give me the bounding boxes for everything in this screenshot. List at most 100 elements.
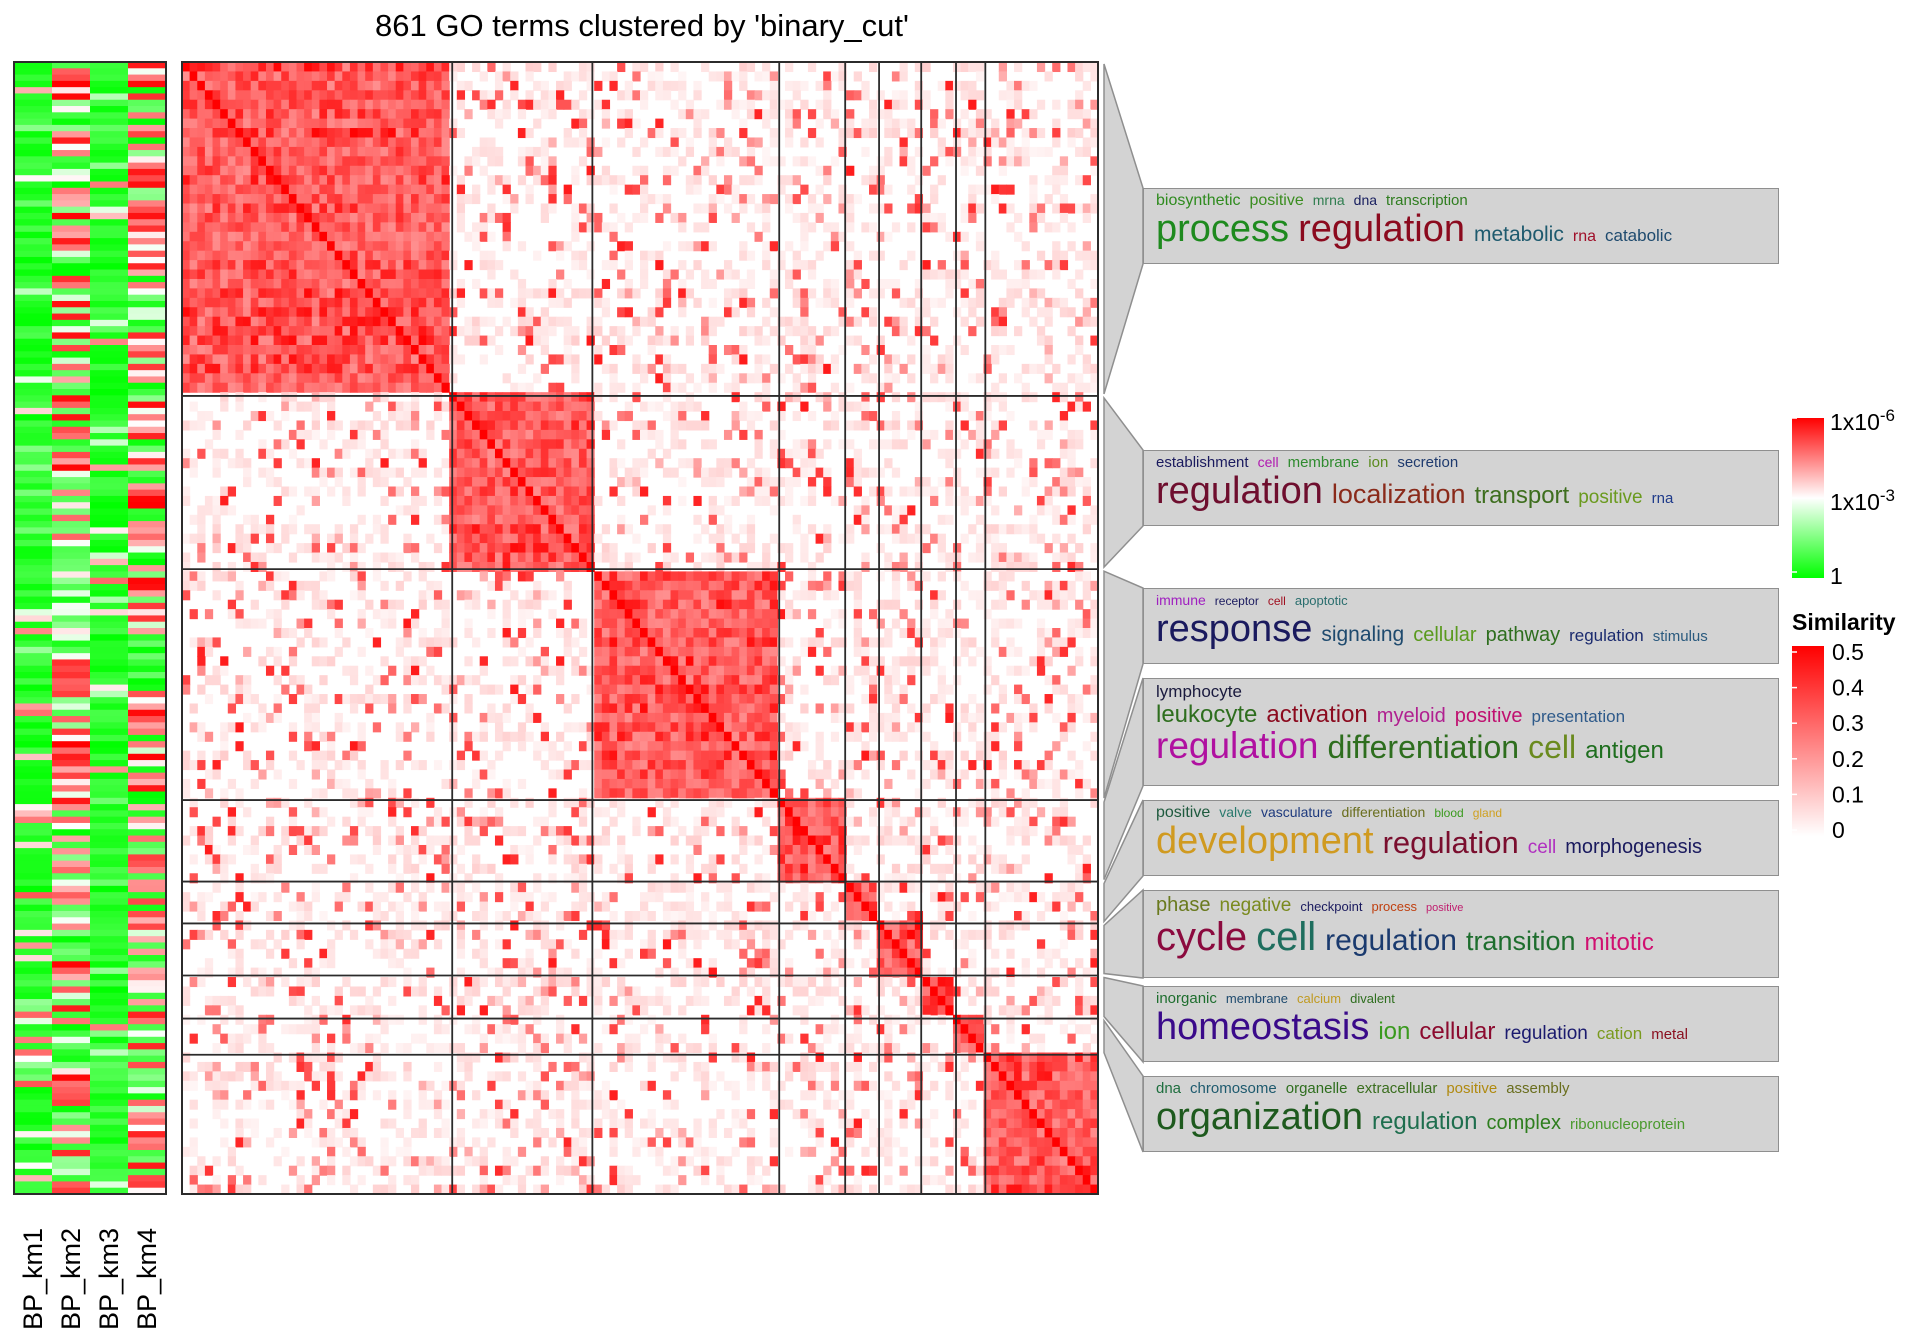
heatmap-cell [754, 561, 763, 572]
heatmap-cell [479, 222, 488, 233]
heatmap-cell [380, 552, 389, 563]
heatmap-cell [204, 495, 214, 506]
heatmap-cell [930, 269, 939, 280]
heatmap-cell [624, 467, 633, 478]
heatmap-cell [617, 90, 626, 101]
heatmap-cell [815, 203, 824, 214]
annotation-cell [14, 992, 53, 1000]
heatmap-cell [853, 514, 862, 525]
heatmap-cell [349, 175, 359, 186]
heatmap-cell [754, 495, 763, 506]
heatmap-cell [609, 458, 618, 469]
heatmap-cell [853, 420, 862, 431]
heatmap-cell [640, 203, 649, 214]
annotation-cell [128, 948, 167, 956]
heatmap-cell [1082, 260, 1091, 271]
heatmap-cell [1075, 109, 1084, 120]
annotation-cell [14, 1112, 53, 1120]
heatmap-cell [311, 212, 320, 223]
annotation-cell [90, 521, 129, 528]
heatmap-cell [265, 118, 275, 129]
heatmap-cell [311, 156, 320, 167]
heatmap-cell [800, 184, 809, 195]
annotation-cell [128, 684, 167, 692]
heatmap-cell [945, 269, 954, 280]
heatmap-cell [304, 260, 313, 271]
heatmap-cell [1052, 241, 1061, 252]
heatmap-cell [662, 175, 672, 186]
heatmap-cell [952, 429, 962, 440]
heatmap-cell [319, 175, 328, 186]
annotation-cell [90, 967, 129, 975]
heatmap-cell [792, 250, 801, 261]
heatmap-cell [922, 90, 931, 101]
heatmap-cell [785, 486, 794, 497]
heatmap-cell [235, 80, 244, 91]
heatmap-cell [952, 495, 962, 506]
annotation-cell [14, 678, 53, 686]
heatmap-cell [319, 231, 328, 242]
heatmap-cell [731, 618, 740, 629]
heatmap-cell [258, 137, 267, 148]
annotation-cell [52, 313, 91, 321]
heatmap-cell [1029, 222, 1038, 233]
heatmap-cell [281, 599, 290, 610]
heatmap-cell [411, 99, 420, 110]
heatmap-cell [411, 618, 420, 629]
heatmap-cell [739, 571, 748, 582]
heatmap-cell [327, 109, 336, 120]
heatmap-cell [182, 307, 191, 318]
heatmap-cell [563, 552, 572, 563]
heatmap-cell [235, 175, 244, 186]
heatmap-cell [494, 439, 504, 450]
heatmap-cell [311, 71, 320, 82]
heatmap-cell [212, 99, 221, 110]
heatmap-cell [571, 486, 580, 497]
heatmap-cell [960, 646, 969, 657]
annotation-cell [14, 68, 53, 76]
heatmap-cell [655, 335, 664, 346]
annotation-cell [14, 313, 53, 321]
heatmap-cell [288, 99, 298, 110]
heatmap-cell [800, 231, 809, 242]
heatmap-cell [1067, 486, 1076, 497]
heatmap-cell [372, 71, 382, 82]
annotation-cell [52, 156, 91, 164]
annotation-cell [14, 357, 53, 365]
heatmap-cell [1014, 99, 1023, 110]
heatmap-cell [533, 411, 542, 422]
heatmap-cell [1075, 599, 1084, 610]
heatmap-cell [548, 467, 557, 478]
heatmap-cell [327, 146, 336, 157]
heatmap-cell [1036, 128, 1046, 139]
heatmap-cell [1014, 231, 1023, 242]
annotation-cell [90, 722, 129, 730]
heatmap-cell [235, 203, 244, 214]
heatmap-cell [258, 524, 267, 535]
heatmap-cell [464, 599, 473, 610]
heatmap-cell [212, 146, 221, 157]
annotation-cell [52, 294, 91, 302]
annotation-cell [90, 206, 129, 214]
heatmap-cell [342, 62, 351, 73]
heatmap-cell [1075, 543, 1084, 554]
heatmap-cell [876, 382, 885, 393]
heatmap-cell [708, 552, 717, 563]
heatmap-cell [204, 118, 214, 129]
annotation-cell [128, 150, 167, 157]
heatmap-cell [456, 429, 466, 440]
heatmap-cell [182, 297, 191, 308]
heatmap-cell [1059, 420, 1069, 431]
heatmap-cell [1044, 335, 1053, 346]
annotation-cell [14, 99, 53, 107]
heatmap-cell [991, 628, 1000, 639]
heatmap-cell [640, 62, 649, 73]
heatmap-cell [258, 250, 267, 261]
heatmap-cell [540, 165, 549, 176]
heatmap-cell [1044, 146, 1053, 157]
heatmap-cell [342, 335, 351, 346]
heatmap-cell [716, 628, 725, 639]
heatmap-cell [395, 599, 404, 610]
heatmap-cell [1006, 467, 1015, 478]
annotation-cell [52, 433, 91, 440]
